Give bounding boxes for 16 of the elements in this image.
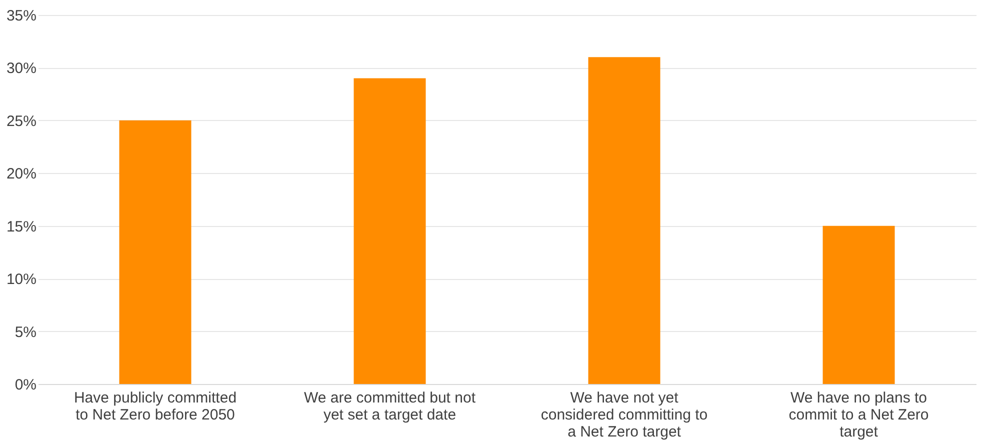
y-tick-label: 35% — [6, 8, 36, 24]
x-tick-label: Have publicly committed to Net Zero before 2050 — [74, 390, 237, 424]
bar — [822, 226, 895, 384]
x-tick-label: We have not yet considered committing to a Net Zero target — [540, 390, 708, 440]
y-tick-label: 25% — [6, 112, 36, 130]
y-tick-label: 10% — [6, 271, 36, 288]
x-tick-label: We have no plans to commit to a Net Zero target — [788, 390, 929, 440]
y-tick-label: 30% — [6, 60, 36, 78]
y-tick-label: 0% — [14, 376, 36, 394]
bar — [119, 120, 192, 384]
y-tick-label: 15% — [6, 218, 36, 236]
bar — [354, 78, 426, 384]
y-tick-label: 20% — [6, 166, 36, 183]
x-tick-label: We are committed but not yet set a target date — [304, 390, 476, 424]
bar — [588, 57, 660, 384]
y-tick-label: 5% — [14, 324, 36, 341]
